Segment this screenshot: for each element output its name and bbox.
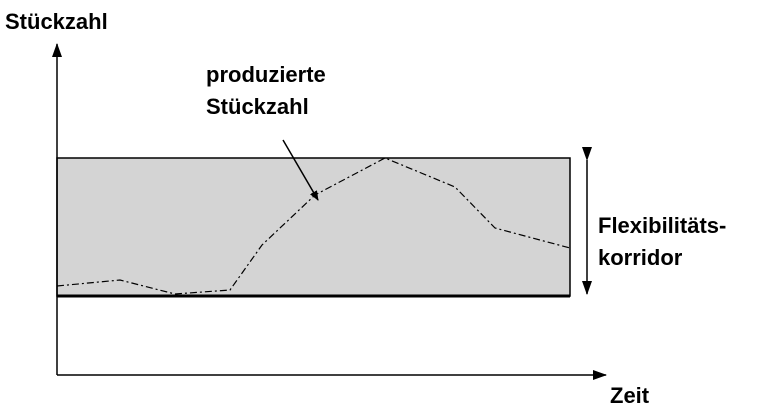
x-axis-label: Zeit [610, 383, 650, 408]
produced-line [56, 157, 571, 295]
annotation: Flexibilitäts- [598, 213, 726, 238]
annotation: produzierte [206, 62, 326, 87]
corridor-band [56, 157, 571, 297]
annotation: Stückzahl [206, 94, 309, 119]
y-axis-label: Stückzahl [5, 9, 108, 34]
annotation: korridor [598, 245, 683, 270]
leader-line [282, 139, 319, 201]
